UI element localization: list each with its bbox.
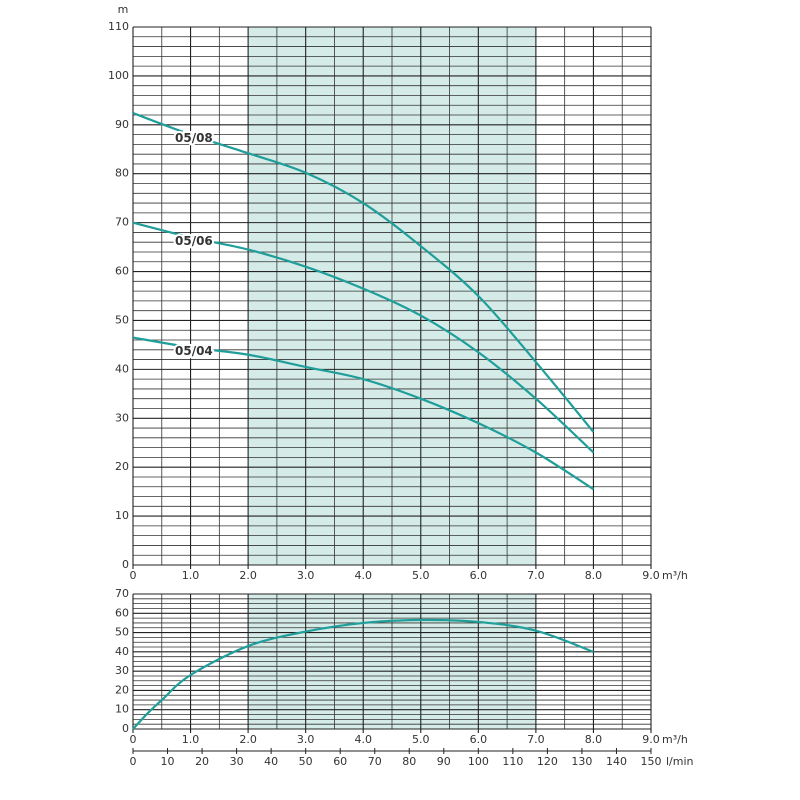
x-tick-label: 5.0: [412, 733, 430, 746]
y-tick-label: 110: [108, 20, 129, 33]
x-tick-label: 8.0: [585, 569, 603, 582]
y-tick-label: 0: [122, 722, 129, 735]
x2-tick-label: 70: [368, 755, 382, 768]
x-unit: m³/h: [662, 733, 688, 746]
x2-tick-label: 150: [641, 755, 662, 768]
x-tick-label: 1.0: [182, 569, 200, 582]
x2-tick-label: 110: [502, 755, 523, 768]
x2-tick-label: 30: [230, 755, 244, 768]
x2-unit: l/min: [666, 755, 694, 768]
x-tick-label: 2.0: [239, 569, 257, 582]
y-tick-label: 50: [115, 626, 129, 639]
x-tick-label: 9.0: [642, 569, 660, 582]
x-tick-label: 7.0: [527, 569, 545, 582]
y-tick-label: 50: [115, 313, 129, 326]
x-tick-label: 6.0: [470, 733, 488, 746]
series-label: 05/06: [175, 234, 213, 248]
y-tick-label: 90: [115, 118, 129, 131]
curve: [132, 336, 595, 491]
x-tick-label: 3.0: [297, 733, 315, 746]
x2-tick-label: 40: [264, 755, 278, 768]
y-tick-label: 70: [115, 587, 129, 600]
x-tick-label: 1.0: [182, 733, 200, 746]
y-tick-label: 10: [115, 703, 129, 716]
y-tick-label: 60: [115, 606, 129, 619]
curve: [132, 221, 595, 454]
y-tick-label: 20: [115, 683, 129, 696]
y-tick-label: 20: [115, 460, 129, 473]
y-unit: m: [118, 3, 129, 16]
x-unit: m³/h: [662, 569, 688, 582]
x2-tick-label: 90: [437, 755, 451, 768]
x2-tick-label: 50: [299, 755, 313, 768]
x2-tick-label: 140: [606, 755, 627, 768]
x2-tick-label: 10: [161, 755, 175, 768]
x2-tick-label: 0: [130, 755, 137, 768]
y-tick-label: 80: [115, 167, 129, 180]
y-tick-label: 10: [115, 509, 129, 522]
x-tick-label: 4.0: [354, 569, 372, 582]
series-label: 05/04: [175, 344, 213, 358]
series-label: 05/08: [175, 131, 213, 145]
curve: [132, 112, 595, 433]
x2-tick-label: 80: [402, 755, 416, 768]
x-tick-label: 2.0: [239, 733, 257, 746]
x-tick-label: 4.0: [354, 733, 372, 746]
x-tick-label: 0: [130, 569, 137, 582]
y-tick-label: 40: [115, 645, 129, 658]
y-tick-label: 100: [108, 69, 129, 82]
curve: [132, 618, 594, 730]
x2-tick-label: 60: [333, 755, 347, 768]
y-tick-label: 70: [115, 216, 129, 229]
x-tick-label: 5.0: [412, 569, 430, 582]
x-tick-label: 0: [130, 733, 137, 746]
x2-tick-label: 120: [537, 755, 558, 768]
y-tick-label: 30: [115, 411, 129, 424]
y-tick-label: 0: [122, 558, 129, 571]
x2-tick-label: 130: [571, 755, 592, 768]
x2-tick-label: 20: [195, 755, 209, 768]
y-tick-label: 30: [115, 664, 129, 677]
x-tick-label: 8.0: [585, 733, 603, 746]
x2-tick-label: 100: [468, 755, 489, 768]
x-tick-label: 6.0: [470, 569, 488, 582]
y-tick-label: 60: [115, 265, 129, 278]
x-tick-label: 9.0: [642, 733, 660, 746]
y-tick-label: 40: [115, 362, 129, 375]
x-tick-label: 3.0: [297, 569, 315, 582]
x-tick-label: 7.0: [527, 733, 545, 746]
